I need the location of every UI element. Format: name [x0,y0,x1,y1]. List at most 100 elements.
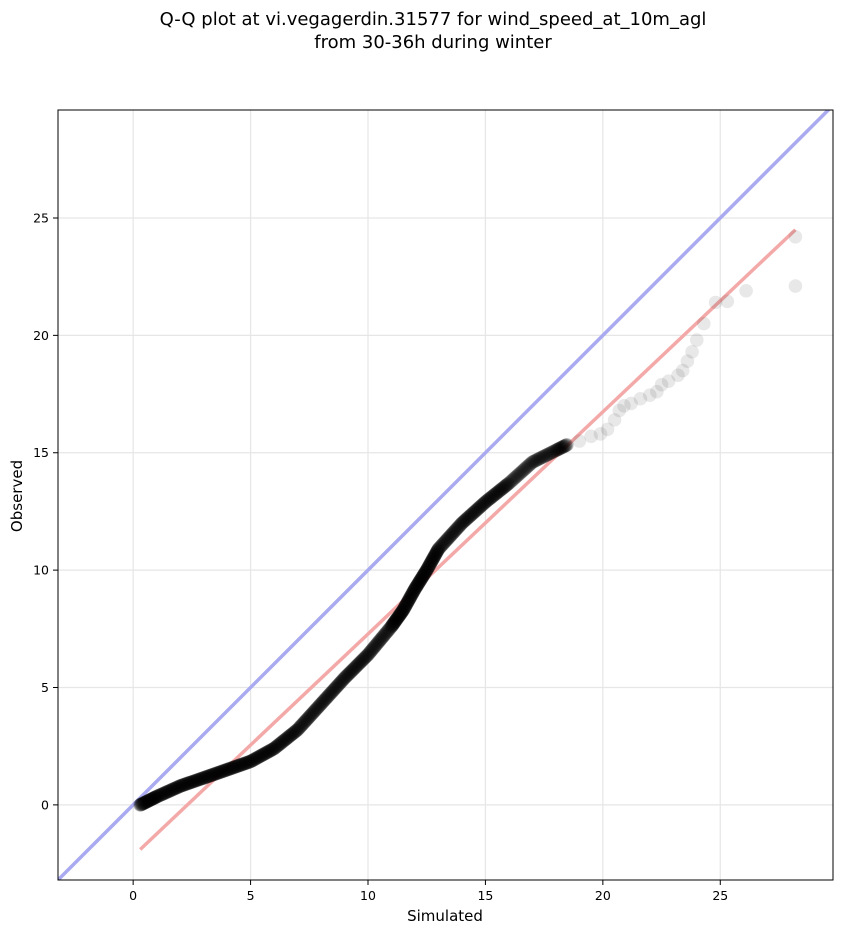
data-point-135 [270,739,285,753]
data-point-347 [449,522,464,536]
data-point-235 [377,628,391,643]
data-point-428 [536,449,550,464]
data-point-407 [513,465,528,480]
data-point-401 [507,471,522,486]
data-point-240 [382,622,397,636]
data-point-388 [493,483,508,497]
data-point-326 [429,546,444,560]
data-point-353 [456,515,470,530]
data-point-27 [155,787,169,802]
data-point-32 [160,785,175,799]
data-point-213 [353,655,368,669]
data-point-404 [510,468,525,483]
data-point-155 [291,721,306,736]
x-tick-label-1: 5 [247,888,255,903]
data-point-421 [528,453,543,468]
data-point-125 [259,745,274,760]
data-point-483 [739,283,753,298]
data-point-34 [162,784,177,798]
data-point-457 [558,439,572,453]
data-point-13 [143,793,157,807]
data-point-74 [205,768,219,782]
data-point-481 [708,295,723,310]
data-point-39 [167,781,182,796]
data-point-168 [305,706,320,721]
data-point-338 [440,532,454,547]
data-point-230 [371,635,386,649]
data-point-134 [269,740,283,754]
data-point-327 [430,545,444,559]
data-point-47 [176,778,191,792]
data-point-63 [193,772,208,786]
data-point-182 [320,690,335,704]
data-point-36 [164,783,179,797]
data-point-309 [420,562,435,576]
data-point-8 [139,795,153,809]
data-point-356 [459,512,474,527]
data-point-44 [173,779,187,793]
data-point-244 [385,618,400,632]
data-point-157 [293,719,308,734]
data-point-454 [556,439,571,454]
data-point-187 [325,684,340,698]
data-point-69 [200,769,214,784]
data-point-432 [540,447,555,462]
data-point-246 [386,616,401,631]
data-point-122 [256,747,271,762]
data-point-175 [313,698,327,712]
data-point-108 [241,755,256,769]
data-point-64 [194,771,209,786]
data-point-86 [218,763,232,778]
data-point-410 [517,463,531,477]
data-point-54 [183,775,198,790]
data-point-232 [374,632,388,647]
data-point-414 [521,459,535,473]
data-point-228 [369,637,384,652]
data-point-73 [204,768,218,783]
data-point-22 [149,789,164,804]
data-point-452 [555,440,570,454]
data-point-476 [675,363,690,378]
data-point-408 [514,464,529,479]
data-point-193 [332,677,346,691]
data-point-247 [387,615,401,630]
data-point-254 [391,610,405,625]
grid-lines [58,110,833,880]
data-point-234 [376,629,390,644]
data-point-464 [593,427,608,441]
data-point-153 [289,723,304,738]
data-point-274 [401,593,416,608]
data-point-249 [388,614,403,629]
data-point-310 [420,561,435,576]
data-point-144 [280,731,294,746]
data-point-431 [539,448,554,462]
data-point-471 [643,388,657,403]
data-point-336 [438,535,452,549]
data-point-436 [544,445,559,460]
data-point-379 [483,490,498,505]
data-point-443 [550,442,565,457]
data-point-46 [175,778,190,793]
data-point-256 [392,609,406,623]
data-point-90 [222,762,237,776]
data-point-450 [554,440,569,455]
data-point-282 [406,585,420,600]
data-point-462 [572,434,587,448]
data-point-344 [446,525,461,540]
data-point-286 [408,582,422,596]
data-point-398 [504,474,518,489]
data-point-96 [228,759,243,774]
data-point-12 [142,793,156,808]
data-point-384 [489,486,503,501]
data-point-171 [308,703,323,717]
data-point-283 [406,584,421,599]
y-tick-label-4: 20 [33,328,49,343]
data-point-2 [134,797,149,811]
y-tick-label-2: 10 [33,563,49,578]
data-point-78 [209,766,224,781]
y-tick-label-3: 15 [33,445,49,460]
data-point-269 [399,598,413,613]
data-point-266 [397,601,412,615]
data-point-293 [411,576,426,590]
